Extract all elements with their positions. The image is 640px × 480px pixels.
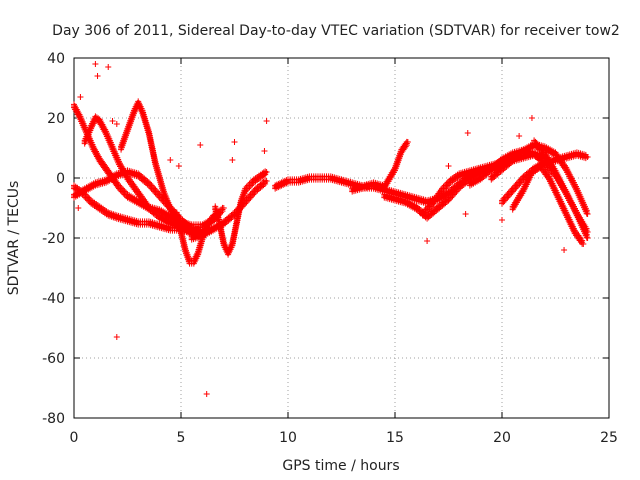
x-tick-label: 15 bbox=[386, 430, 404, 446]
y-axis-label: SDTVAR / TECUs bbox=[6, 181, 22, 296]
data-points bbox=[71, 61, 591, 397]
outlier-point bbox=[464, 130, 471, 136]
outlier-point bbox=[516, 133, 523, 139]
y-tick-label: -20 bbox=[42, 231, 65, 247]
outlier-point bbox=[261, 148, 268, 154]
outlier-point bbox=[576, 235, 583, 241]
x-axis-label: GPS time / hours bbox=[282, 458, 399, 474]
outlier-point bbox=[445, 163, 452, 169]
data-point bbox=[260, 172, 267, 179]
y-tick-label: 20 bbox=[47, 111, 65, 127]
grid-lines bbox=[74, 58, 609, 418]
outlier-point bbox=[109, 118, 116, 124]
data-point bbox=[263, 178, 270, 184]
outlier-point bbox=[113, 334, 120, 340]
outlier-point bbox=[424, 238, 431, 244]
outlier-point bbox=[528, 115, 535, 121]
data-point bbox=[404, 139, 411, 145]
x-tick-label: 25 bbox=[600, 430, 618, 446]
outlier-point bbox=[197, 142, 204, 148]
data-point bbox=[584, 229, 591, 235]
data-point bbox=[220, 205, 227, 211]
data-point bbox=[219, 208, 226, 215]
outlier-point bbox=[167, 157, 174, 163]
outlier-point bbox=[175, 163, 182, 169]
outlier-point bbox=[263, 118, 270, 124]
outlier-point bbox=[229, 157, 236, 163]
series-arc-h bbox=[188, 177, 269, 243]
outlier-point bbox=[94, 73, 101, 79]
series-arc-o bbox=[509, 161, 586, 247]
x-tick-label: 10 bbox=[279, 430, 297, 446]
series-arc-i bbox=[272, 138, 410, 192]
data-point bbox=[584, 211, 591, 217]
x-tick-label: 5 bbox=[177, 430, 186, 446]
chart-title: Day 306 of 2011, Sidereal Day-to-day VTE… bbox=[52, 23, 620, 39]
axis-ticks: -80 -60 -40 -20 0 20 40 0 5 10 15 20 25 bbox=[42, 51, 618, 446]
y-tick-label: 0 bbox=[56, 171, 65, 187]
data-point bbox=[580, 241, 587, 247]
y-tick-label: -40 bbox=[42, 291, 65, 307]
data-point bbox=[262, 171, 269, 178]
y-tick-label: -60 bbox=[42, 351, 65, 367]
outlier-point bbox=[499, 217, 505, 223]
series-arc-q bbox=[531, 137, 590, 235]
data-point bbox=[584, 154, 591, 160]
data-point bbox=[403, 142, 410, 149]
outlier-point bbox=[75, 205, 82, 211]
y-tick-label: 40 bbox=[47, 51, 65, 67]
outlier-point bbox=[462, 211, 469, 217]
outlier-point bbox=[105, 64, 112, 70]
outlier-point bbox=[77, 94, 84, 100]
data-point bbox=[584, 235, 591, 241]
outlier-point bbox=[113, 121, 120, 127]
x-tick-label: 20 bbox=[493, 430, 511, 446]
outlier-point bbox=[561, 247, 568, 253]
outlier-point bbox=[203, 391, 210, 397]
outlier-point bbox=[92, 61, 99, 67]
y-tick-label: -80 bbox=[42, 411, 65, 427]
x-tick-label: 0 bbox=[70, 430, 79, 446]
data-point bbox=[263, 169, 270, 175]
outlier-point bbox=[231, 139, 238, 145]
